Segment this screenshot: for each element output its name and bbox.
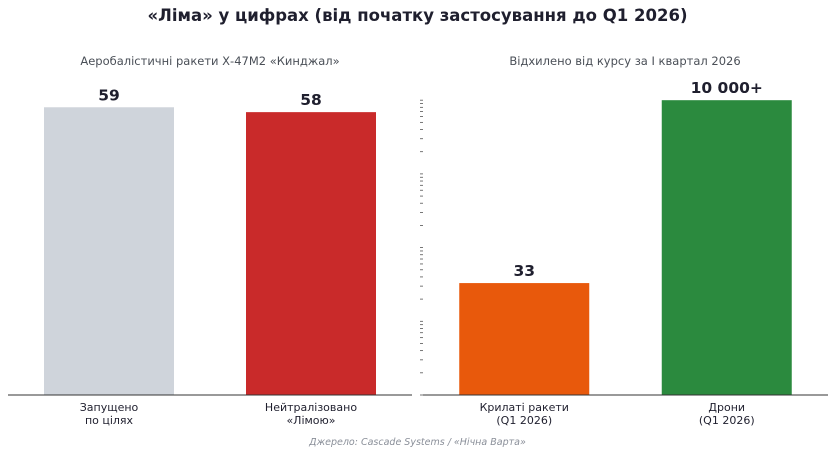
x-tick-label-1-2: Нейтралізовано «Лімою» bbox=[265, 401, 357, 427]
data-label-2-1: 33 bbox=[513, 262, 535, 280]
subplot-title-2: Відхилено від курсу за І квартал 2026 bbox=[509, 54, 740, 68]
source-note: Джерело: Cascade Systems / «Нічна Варта» bbox=[309, 437, 526, 448]
page-title: «Ліма» у цифрах (від початку застосуванн… bbox=[147, 6, 688, 25]
data-label-1-2: 58 bbox=[300, 91, 322, 109]
subplot-title-1: Аеробалістичні ракети Х-47М2 «Кинджал» bbox=[80, 54, 339, 68]
bar-1-1 bbox=[44, 107, 174, 395]
x-tick-label-2-1: Крилаті ракети (Q1 2026) bbox=[480, 401, 569, 427]
bar-2-1 bbox=[459, 283, 590, 395]
data-label-2-2: 10 000+ bbox=[691, 79, 763, 97]
bar-2-2 bbox=[661, 100, 792, 396]
data-label-1-1: 59 bbox=[98, 86, 120, 104]
bar-1-2 bbox=[246, 112, 376, 395]
x-tick-label-2-2: Дрони (Q1 2026) bbox=[699, 401, 755, 427]
x-tick-label-1-1: Запущено по цілях bbox=[80, 401, 139, 427]
